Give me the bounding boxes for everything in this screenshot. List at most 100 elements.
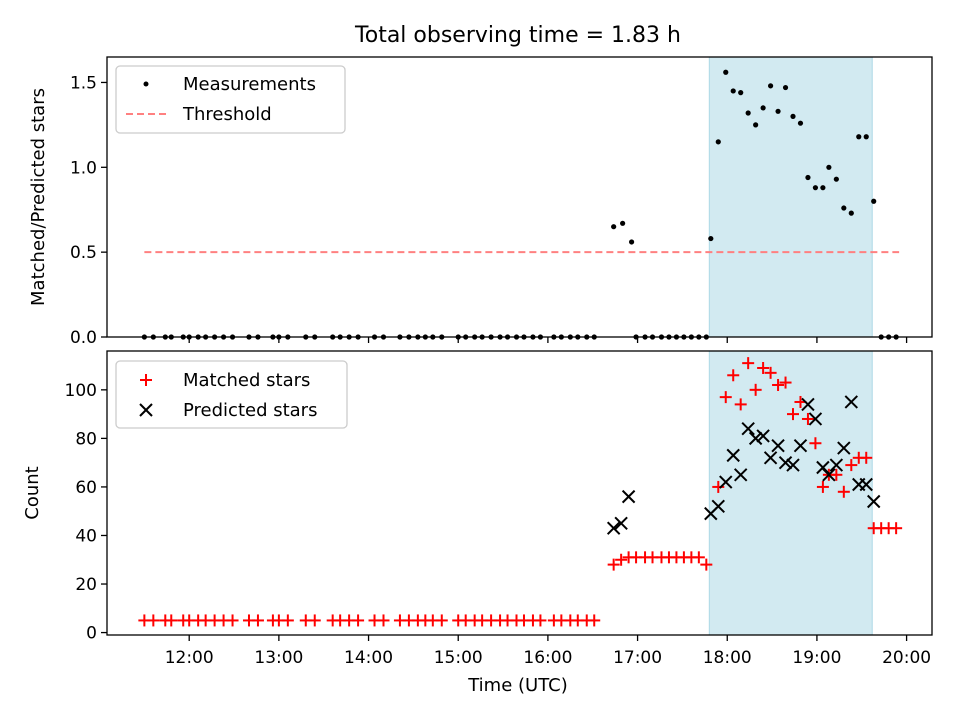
cross-b [711,499,725,514]
cross-b [786,458,800,472]
matched-star-point [837,485,850,498]
matched-star-point [890,522,903,535]
matched-star-point [700,558,713,571]
x-tick-label: 20:00 [882,648,931,668]
matched-star-point [308,614,321,627]
cross-b [726,448,740,463]
bottom-legend: Matched stars Predicted stars [115,360,348,429]
measurement-point [730,88,736,94]
measurement-point [820,185,826,191]
cross-b [756,429,770,443]
predicted-star-point [756,429,770,443]
y-tick-label: 100 [65,381,97,401]
predicted-star-point [822,468,836,482]
matched-star-point [830,468,843,481]
matched-star-point [801,412,814,425]
y-tick-label: 20 [75,575,97,595]
matched-star-point [435,614,448,627]
x-tick-label: 17:00 [613,648,662,668]
legend-predicted-label: Predicted stars [183,400,317,421]
top-legend-box [115,65,346,134]
cross-b [763,451,778,465]
predicted-star-point [837,441,851,455]
cross-b [844,395,859,409]
x-tick-label: 13:00 [254,648,303,668]
matched-star-point [779,376,792,389]
y-tick-label: 0.5 [70,243,97,263]
matched-star-point [727,369,740,382]
matched-star-point [165,614,178,627]
panel-counts: 0 20 40 60 80 100 12:00 13:00 14:00 15:00 16:00 17… [22,350,933,696]
top-legend: Measurements Threshold [115,65,346,134]
matched-star-point [860,451,873,464]
measurement-point [775,108,781,114]
predicted-star-point [711,499,725,514]
chart-title: Total observing time = 1.83 h [354,23,681,48]
bottom-shaded-region [708,350,873,636]
cross-b [793,438,808,453]
matched-star-point [816,480,829,493]
predicted-star-point [801,397,815,412]
legend-matched-marker [140,374,152,386]
measurement-point [805,174,811,181]
bottom-x-ticks: 12:00 13:00 14:00 15:00 16:00 17:00 18:00 19:00… [165,635,931,668]
measurement-point [715,139,721,145]
x-tick-label: 19:00 [792,648,841,668]
measurement-point [797,120,804,126]
x-tick-label: 12:00 [165,648,214,668]
x-tick-label: 15:00 [434,648,483,668]
matched-star-point [772,378,785,391]
matched-star-point [757,361,770,374]
cross-b [771,438,785,453]
cross-b [816,460,830,475]
matched-star-point [809,437,822,450]
matched-star-point [226,614,239,627]
measurement-point [611,224,617,230]
legend-threshold-label: Threshold [182,104,272,125]
y-tick-label: 0.0 [70,328,97,348]
cross-b [808,412,823,426]
measurement-point [745,110,751,116]
matched-star-point [742,357,755,370]
matched-star-point [281,614,294,627]
predicted-star-point [808,412,823,426]
bottom-axes-frame [106,350,933,636]
x-tick-label: 16:00 [523,648,572,668]
x-axis-label: Time (UTC) [467,675,568,696]
legend-predicted-marker [139,403,153,417]
top-shaded-region [708,56,873,338]
predicted-star-point [793,438,808,453]
predicted-star-point [771,438,785,453]
bottom-y-axis-label: Count [22,466,43,519]
y-tick-label: 60 [75,478,97,498]
y-tick-label: 1.5 [70,73,97,93]
measurement-point [833,176,839,182]
cross-b [801,397,815,412]
measurement-point [863,134,869,140]
measurement-point [738,90,744,96]
measurement-point [767,83,774,89]
y-tick-label: 40 [75,526,97,546]
measurement-point [708,235,714,242]
predicted-star-point [748,431,763,446]
predicted-star-point [786,458,800,472]
measurement-point [723,69,729,75]
matched-star-point [749,383,762,396]
bottom-legend-box [115,360,348,429]
y-tick-label: 1.0 [70,158,97,178]
measurement-point [871,198,877,204]
top-x-ticks [188,337,908,343]
matched-star-point [147,614,160,627]
measurement-point [782,84,789,91]
predicted-star-point [726,448,740,463]
cross-b [829,458,844,472]
cross-b [837,441,851,455]
cross-b [778,455,793,470]
bottom-marks [138,357,903,627]
predicted-star-point [719,475,733,489]
cross-b [822,468,836,482]
measurement-point [760,105,766,111]
legend-matched-label: Matched stars [183,370,310,391]
matched-star-point [845,459,858,472]
predicted-star-point [741,421,755,436]
